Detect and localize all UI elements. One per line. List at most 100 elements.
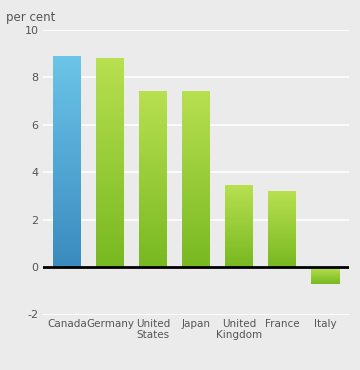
Bar: [225, 238, 253, 240]
Bar: [225, 260, 253, 262]
Bar: [269, 194, 296, 195]
Bar: [225, 188, 253, 189]
Bar: [225, 191, 253, 192]
Bar: [96, 169, 124, 173]
Bar: [53, 154, 81, 158]
Bar: [53, 175, 81, 179]
Bar: [53, 263, 81, 267]
Bar: [182, 205, 210, 208]
Bar: [53, 186, 81, 189]
Bar: [96, 75, 124, 79]
Bar: [269, 215, 296, 216]
Bar: [96, 110, 124, 114]
Bar: [182, 100, 210, 103]
Bar: [139, 121, 167, 124]
Bar: [182, 109, 210, 112]
Bar: [269, 225, 296, 226]
Bar: [139, 132, 167, 135]
Bar: [182, 223, 210, 226]
Bar: [96, 135, 124, 138]
Bar: [269, 243, 296, 244]
Bar: [225, 244, 253, 245]
Bar: [96, 97, 124, 100]
Text: per cent: per cent: [6, 11, 56, 24]
Bar: [96, 243, 124, 246]
Bar: [269, 205, 296, 206]
Bar: [225, 234, 253, 236]
Bar: [269, 247, 296, 248]
Bar: [139, 214, 167, 217]
Bar: [225, 252, 253, 253]
Bar: [182, 185, 210, 188]
Bar: [53, 137, 81, 140]
Bar: [269, 199, 296, 200]
Bar: [53, 108, 81, 112]
Bar: [139, 112, 167, 115]
Bar: [139, 264, 167, 267]
Bar: [53, 204, 81, 207]
Bar: [53, 140, 81, 144]
Bar: [139, 182, 167, 185]
Bar: [96, 191, 124, 194]
Bar: [53, 147, 81, 151]
Bar: [225, 186, 253, 188]
Bar: [96, 246, 124, 250]
Bar: [182, 127, 210, 130]
Bar: [182, 229, 210, 232]
Bar: [53, 151, 81, 154]
Bar: [182, 255, 210, 258]
Bar: [53, 112, 81, 115]
Bar: [139, 243, 167, 246]
Bar: [139, 258, 167, 261]
Bar: [269, 223, 296, 224]
Bar: [96, 225, 124, 229]
Bar: [269, 263, 296, 265]
Bar: [225, 202, 253, 203]
Bar: [225, 207, 253, 208]
Bar: [53, 158, 81, 161]
Bar: [269, 200, 296, 201]
Bar: [182, 112, 210, 115]
Bar: [96, 142, 124, 145]
Bar: [225, 221, 253, 222]
Bar: [96, 72, 124, 75]
Bar: [96, 197, 124, 201]
Bar: [182, 238, 210, 240]
Bar: [269, 214, 296, 215]
Bar: [225, 248, 253, 249]
Bar: [182, 246, 210, 249]
Bar: [139, 165, 167, 168]
Bar: [139, 261, 167, 264]
Bar: [96, 194, 124, 197]
Bar: [53, 228, 81, 232]
Bar: [269, 249, 296, 250]
Bar: [96, 176, 124, 180]
Bar: [225, 266, 253, 267]
Bar: [225, 193, 253, 195]
Bar: [96, 100, 124, 103]
Bar: [53, 133, 81, 137]
Bar: [96, 215, 124, 218]
Bar: [182, 124, 210, 127]
Bar: [96, 180, 124, 184]
Bar: [269, 235, 296, 237]
Bar: [53, 59, 81, 63]
Bar: [225, 215, 253, 216]
Bar: [269, 262, 296, 263]
Bar: [96, 232, 124, 236]
Bar: [96, 184, 124, 187]
Bar: [139, 115, 167, 118]
Bar: [225, 192, 253, 193]
Bar: [269, 211, 296, 213]
Bar: [225, 200, 253, 202]
Bar: [96, 121, 124, 124]
Bar: [96, 90, 124, 93]
Bar: [225, 232, 253, 233]
Bar: [269, 259, 296, 261]
Bar: [53, 253, 81, 256]
Bar: [225, 264, 253, 266]
Bar: [225, 226, 253, 228]
Bar: [269, 250, 296, 252]
Bar: [225, 249, 253, 250]
Bar: [53, 165, 81, 168]
